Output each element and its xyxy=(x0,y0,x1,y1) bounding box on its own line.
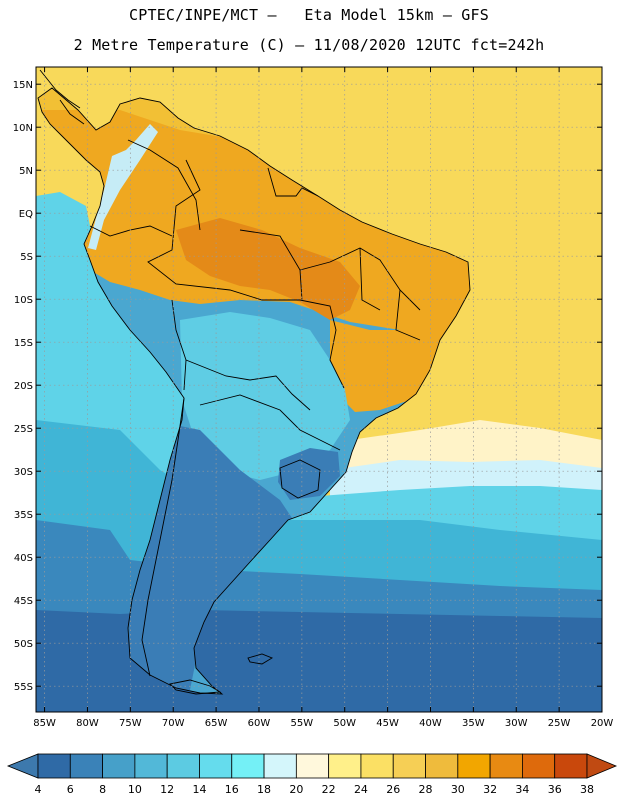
title-line-1: CPTEC/INPE/MCT – Eta Model 15km – GFS xyxy=(129,6,489,24)
colorbar-label: 12 xyxy=(160,783,174,796)
colorbar-swatch xyxy=(263,753,297,779)
colorbar-swatch xyxy=(328,753,362,779)
colorbar-swatch xyxy=(425,753,459,779)
border-argentina-chile xyxy=(141,397,185,677)
border-brazil-west xyxy=(147,159,345,389)
lon-tick-label: 50W xyxy=(333,718,356,729)
colorbar-low-arrow xyxy=(6,753,39,779)
lat-tick-label: 30S xyxy=(14,467,33,478)
colorbar-label: 10 xyxy=(128,783,142,796)
colorbar-swatch xyxy=(102,753,136,779)
colorbar-swatch xyxy=(134,753,168,779)
tierra-del-fuego xyxy=(169,679,222,695)
colorbar-swatch xyxy=(199,753,233,779)
political-boundaries xyxy=(37,69,471,695)
lat-tick-label: 40S xyxy=(14,553,33,564)
colorbar-high-arrow xyxy=(586,753,618,779)
colorbar-swatch xyxy=(489,753,523,779)
land-blue-uruguay xyxy=(278,448,340,500)
land-warm-southeast xyxy=(330,320,440,412)
land-cyan-central xyxy=(180,312,350,480)
colorbar-labels: 4 6 8 10 12 14 16 18 20 22 24 26 28 30 32 34 36 38 xyxy=(35,783,595,796)
title-line-2: 2 Metre Temperature (C) – 11/08/2020 12U… xyxy=(73,36,545,54)
lat-tick-label: 20S xyxy=(14,381,33,392)
colorbar-label: 26 xyxy=(386,783,400,796)
lon-tick-label: 55W xyxy=(291,718,314,729)
lon-tick-label: 75W xyxy=(119,718,142,729)
colorbar-swatch xyxy=(37,753,71,779)
colorbar xyxy=(6,753,618,779)
colorbar-swatch xyxy=(360,753,394,779)
colorbar-label: 20 xyxy=(289,783,303,796)
lat-tick-label: 10S xyxy=(14,295,33,306)
lat-tick-label: 45S xyxy=(14,596,33,607)
land-blue-south xyxy=(128,420,300,690)
colorbar-label: 32 xyxy=(483,783,497,796)
border-bolivia-paraguay xyxy=(185,359,311,411)
ocean-deep-field xyxy=(36,610,602,712)
lon-tick-label: 45W xyxy=(376,718,399,729)
lon-tick-label: 25W xyxy=(548,718,571,729)
colorbar-label: 30 xyxy=(451,783,465,796)
border-uruguay xyxy=(279,459,321,499)
lon-tick-label: 40W xyxy=(419,718,442,729)
land-hot-core xyxy=(176,218,360,320)
lat-tick-label: 50S xyxy=(14,639,33,650)
falkland-islands xyxy=(247,653,274,665)
longitude-axis: 85W 80W 75W 70W 65W 60W 55W 50W 45W 40W 35W 30W 25W 2… xyxy=(33,67,613,729)
border-guianas xyxy=(267,167,319,197)
colorbar-swatch xyxy=(457,753,491,779)
lat-tick-label: 55S xyxy=(14,682,33,693)
central-america-coast xyxy=(39,69,85,125)
colorbar-swatch xyxy=(166,753,200,779)
colorbar-label: 24 xyxy=(354,783,368,796)
map-frame xyxy=(35,66,603,713)
colorbar-label: 28 xyxy=(419,783,433,796)
colorbar-swatch xyxy=(295,753,330,779)
colorbar-swatch xyxy=(392,753,426,779)
lat-tick-label: 10N xyxy=(13,123,33,134)
lat-tick-label: 35S xyxy=(14,510,33,521)
border-colombia-venezuela xyxy=(127,139,201,231)
lat-tick-label: 15N xyxy=(13,80,33,91)
colorbar-label: 36 xyxy=(548,783,562,796)
lon-tick-label: 30W xyxy=(505,718,528,729)
border-brazil-states xyxy=(239,229,421,341)
lon-tick-label: 35W xyxy=(462,718,485,729)
lon-tick-label: 70W xyxy=(162,718,185,729)
colorbar-swatch xyxy=(231,753,265,779)
latitude-axis: 15N 10N 5N EQ 5S 10S 15S 20S 25S 30S 35S 40S 45S 50S 5… xyxy=(13,80,602,693)
colorbar-label: 8 xyxy=(99,783,106,796)
lat-tick-label: 5S xyxy=(20,252,33,263)
border-peru-bolivia xyxy=(171,299,187,391)
colorbar-label: 14 xyxy=(192,783,206,796)
continent-coastline xyxy=(37,87,471,695)
colorbar-label: 18 xyxy=(257,783,271,796)
lat-tick-label: 5N xyxy=(19,166,33,177)
lon-tick-label: 85W xyxy=(33,718,56,729)
colorbar-label: 16 xyxy=(225,783,239,796)
colorbar-label: 4 xyxy=(35,783,42,796)
lon-tick-label: 20W xyxy=(591,718,614,729)
border-argentina-north xyxy=(199,394,341,451)
colorbar-swatch xyxy=(554,753,588,779)
lat-tick-label: EQ xyxy=(19,209,33,220)
colorbar-label: 6 xyxy=(67,783,74,796)
colorbar-swatch xyxy=(522,753,556,779)
colorbar-swatch xyxy=(69,753,103,779)
lat-tick-label: 25S xyxy=(14,424,33,435)
lat-tick-label: 15S xyxy=(14,338,33,349)
andes-highland-strip xyxy=(88,124,158,250)
lon-tick-label: 80W xyxy=(76,718,99,729)
lon-tick-label: 60W xyxy=(248,718,271,729)
colorbar-label: 22 xyxy=(322,783,336,796)
colorbar-label: 34 xyxy=(515,783,529,796)
colorbar-label: 38 xyxy=(580,783,594,796)
lon-tick-label: 65W xyxy=(205,718,228,729)
